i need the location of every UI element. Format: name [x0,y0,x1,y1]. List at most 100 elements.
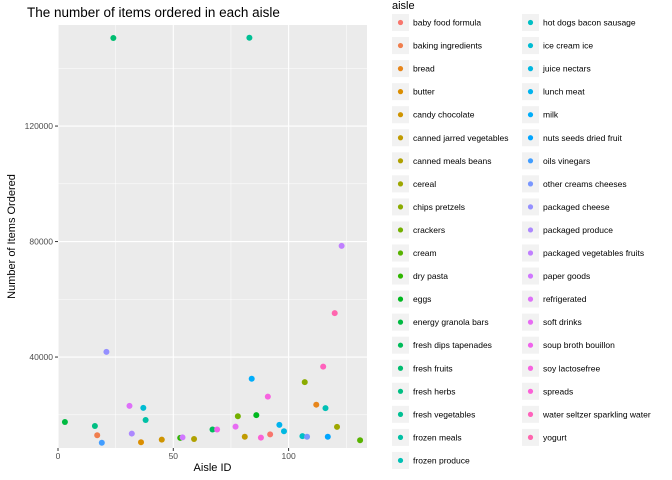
data-point [214,426,221,433]
legend-key-point [397,273,404,279]
legend-key-point [397,19,404,26]
data-point [331,310,338,317]
legend-label: candy chocolate [413,110,475,120]
legend-key-point [397,89,404,95]
legend-label: canned jarred vegetables [413,133,508,143]
legend-key-point [527,42,534,49]
data-point [232,423,239,430]
legend-key-point [527,227,534,233]
legend-key-point [397,42,404,49]
legend-label: frozen produce [413,455,470,465]
data-point [246,34,253,41]
chart-title: The number of items ordered in each aisl… [27,5,280,20]
legend-label: lunch meat [543,87,585,97]
data-point [357,437,364,444]
legend-label: nuts seeds dried fruit [543,133,623,143]
legend-label: paper goods [543,271,590,281]
x-tick-label: 100 [282,451,296,461]
legend-key-point [527,250,534,256]
legend-key-point [527,112,534,118]
data-point [248,375,255,382]
legend-key-point [397,66,404,72]
legend-label: crackers [413,225,445,235]
data-point [128,430,135,437]
legend-label: frozen meals [413,432,462,442]
data-point [253,412,260,419]
legend-label: fresh herbs [413,386,456,396]
y-tick-label: 120000 [25,121,54,131]
data-points [61,34,364,446]
data-point [276,421,283,428]
legend-key-point [397,365,404,371]
y-tick-label: 40000 [29,352,53,362]
data-point [94,432,101,439]
data-point [91,423,98,430]
legend-label: baby food formula [413,18,481,28]
legend-key-point [527,388,534,394]
legend-key-point [527,181,534,187]
legend-label: fresh dips tapenades [413,340,492,350]
data-point [313,401,320,408]
legend-key-point [527,411,534,417]
x-axis-ticks: 0 50 100 [56,448,296,461]
legend-key-point [527,273,534,279]
legend-label: butter [413,87,435,97]
data-point [191,436,198,443]
legend-label: cereal [413,179,436,189]
legend-label: refrigerated [543,294,587,304]
legend-key-point [527,204,534,210]
legend-key-point [397,227,404,233]
legend-key-point [527,319,534,325]
data-point [304,433,311,440]
legend-key-point [397,181,404,187]
data-point [334,423,341,430]
legend-key-point [397,342,404,348]
legend-label: soy lactosefree [543,363,600,373]
legend-label: fresh fruits [413,363,453,373]
data-point [126,402,133,409]
y-tick-label: 80000 [29,237,53,247]
data-point [103,348,110,355]
grid-lines [57,25,367,448]
data-point [179,434,186,441]
legend-label: spreads [543,386,573,396]
legend-label: ice cream ice [543,41,593,51]
legend-label: eggs [413,294,431,304]
data-point [267,431,274,438]
legend-key-point [397,250,404,256]
legend-key-point [527,365,534,371]
legend-label: other creams cheeses [543,179,627,189]
data-point [138,439,145,446]
x-axis-title: Aisle ID [194,462,232,474]
data-point [61,419,68,426]
legend-key-point [527,342,534,348]
legend-key-point [397,319,404,325]
legend-key-point [527,296,534,302]
legend-label: chips pretzels [413,202,465,212]
legend-label: soft drinks [543,317,582,327]
data-point [158,436,165,443]
data-point [241,433,248,440]
legend-key-point [397,158,404,164]
data-point [209,426,216,433]
legend-key-point [527,19,534,26]
legend-label: oils vinegars [543,156,590,166]
legend-key-point [397,388,404,394]
data-point [280,428,287,435]
legend-label: dry pasta [413,271,448,281]
data-point [110,34,117,41]
data-point [257,434,264,441]
legend-key-point [527,158,534,164]
y-axis-title: Number of Items Ordered [6,174,18,299]
legend: baby food formula baking ingredients bread… [392,14,651,469]
data-point [320,363,327,370]
legend-key-point [527,434,534,440]
data-point [301,379,308,386]
legend-label: packaged cheese [543,202,610,212]
legend-key-point [397,135,404,141]
legend-label: water seltzer sparkling water [542,409,651,419]
legend-key-point [397,204,404,210]
data-point [264,393,271,400]
legend-key-point [527,66,534,72]
